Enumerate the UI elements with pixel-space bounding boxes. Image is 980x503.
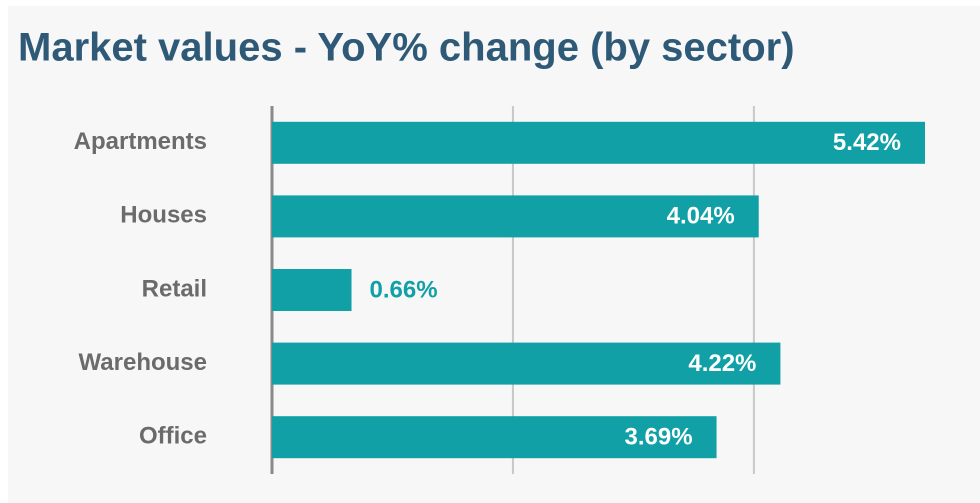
bar <box>272 342 781 385</box>
data-label: 0.66% <box>370 276 438 303</box>
bar <box>272 269 352 311</box>
bar <box>272 195 759 238</box>
bar <box>272 416 717 459</box>
y-tick-label: Retail <box>142 275 207 302</box>
data-label: 4.22% <box>688 350 756 377</box>
data-label: 3.69% <box>625 424 693 451</box>
y-tick-label: Houses <box>120 202 207 229</box>
data-label: 4.04% <box>667 203 735 230</box>
y-tick-label: Apartments <box>74 128 207 155</box>
y-tick-label: Office <box>139 423 207 450</box>
bar <box>272 121 925 164</box>
data-label: 5.42% <box>833 129 901 156</box>
y-tick-label: Warehouse <box>79 349 207 376</box>
chart-title: Market values - YoY% change (by sector) <box>18 26 795 70</box>
